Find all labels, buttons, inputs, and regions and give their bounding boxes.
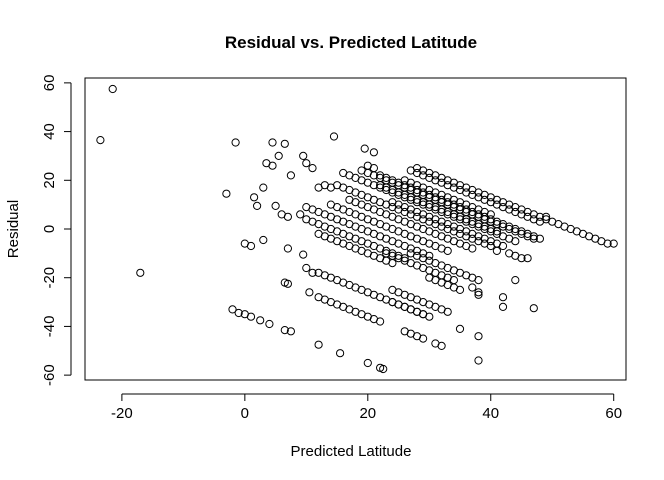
data-point: [360, 144, 369, 153]
y-tick-label: -60: [41, 364, 58, 386]
data-point: [474, 276, 483, 285]
y-tick-label: 0: [41, 225, 58, 233]
data-point: [268, 161, 277, 170]
data-point: [603, 239, 612, 248]
data-point: [455, 324, 465, 333]
data-point: [474, 288, 483, 297]
data-point: [302, 159, 311, 168]
data-point: [336, 349, 345, 358]
data-point: [283, 279, 292, 288]
data-point: [246, 312, 256, 321]
data-point: [329, 132, 339, 141]
data-point: [492, 246, 501, 255]
data-point: [302, 263, 311, 273]
data-point: [529, 234, 538, 243]
y-tick-label: -20: [41, 267, 58, 289]
data-points: [96, 84, 618, 374]
y-tick-label: 20: [41, 172, 58, 189]
data-point: [96, 136, 105, 145]
data-point: [449, 276, 458, 285]
data-point: [486, 210, 495, 219]
data-point: [271, 201, 280, 210]
y-tick-label: 60: [41, 75, 58, 92]
data-point: [437, 341, 446, 350]
x-tick-label: 60: [605, 405, 622, 422]
data-point: [443, 246, 452, 255]
data-point: [419, 334, 428, 343]
data-point: [529, 304, 538, 313]
data-point: [498, 241, 508, 251]
x-tick-label: 40: [482, 405, 499, 422]
data-point: [299, 250, 308, 259]
data-point: [474, 332, 483, 341]
data-point: [259, 183, 268, 192]
x-tick-label: -20: [111, 405, 133, 422]
data-point: [108, 84, 117, 94]
data-point: [443, 307, 452, 316]
y-axis-label: Residual: [5, 200, 22, 258]
data-point: [286, 171, 295, 180]
data-point: [468, 244, 477, 253]
x-axis-label: Predicted Latitude: [291, 443, 412, 460]
data-point: [474, 356, 483, 365]
data-point: [265, 319, 274, 329]
data-point: [542, 212, 551, 221]
data-point: [388, 259, 397, 268]
plot-frame: [84, 77, 627, 381]
data-point: [231, 138, 240, 147]
data-point: [305, 288, 314, 297]
data-point: [234, 308, 243, 318]
data-point: [308, 164, 317, 173]
data-point: [286, 327, 295, 336]
y-tick-label: -40: [41, 316, 58, 338]
data-point: [268, 138, 277, 147]
data-point: [296, 210, 305, 219]
data-point: [425, 312, 434, 321]
data-point: [369, 148, 378, 157]
data-point: [455, 285, 465, 294]
x-axis: -20 0 20 40 60: [111, 393, 622, 422]
data-point: [280, 139, 289, 148]
x-tick-label: 20: [359, 405, 376, 422]
y-tick-label: 40: [41, 123, 58, 140]
data-point: [253, 201, 262, 210]
data-point: [369, 164, 378, 173]
data-point: [308, 268, 317, 277]
x-tick-label: 0: [241, 405, 249, 422]
data-point: [259, 235, 268, 245]
data-point: [314, 340, 323, 349]
data-point: [299, 151, 308, 160]
data-point: [250, 193, 259, 202]
data-point: [376, 317, 385, 326]
data-point: [609, 239, 618, 248]
data-point: [283, 244, 292, 253]
data-point: [246, 241, 256, 251]
y-axis: -60 -40 -20 0 20 40 60: [41, 75, 72, 386]
data-point: [283, 212, 292, 221]
data-point: [468, 283, 477, 292]
data-point: [379, 364, 388, 374]
data-point: [517, 254, 526, 263]
data-point: [511, 276, 520, 285]
data-point: [498, 293, 508, 302]
data-point: [523, 254, 532, 263]
data-point: [511, 237, 520, 246]
data-point: [474, 290, 483, 299]
data-point: [280, 326, 289, 335]
data-point: [274, 151, 283, 160]
data-point: [535, 234, 545, 243]
data-point: [535, 217, 545, 226]
data-point: [228, 305, 237, 314]
data-point: [222, 189, 231, 198]
data-point: [498, 302, 508, 311]
data-point: [492, 227, 501, 236]
data-point: [136, 268, 145, 277]
data-point: [363, 358, 372, 368]
data-point: [400, 254, 409, 263]
data-point: [256, 316, 265, 325]
chart-title: Residual vs. Predicted Latitude: [225, 33, 477, 52]
